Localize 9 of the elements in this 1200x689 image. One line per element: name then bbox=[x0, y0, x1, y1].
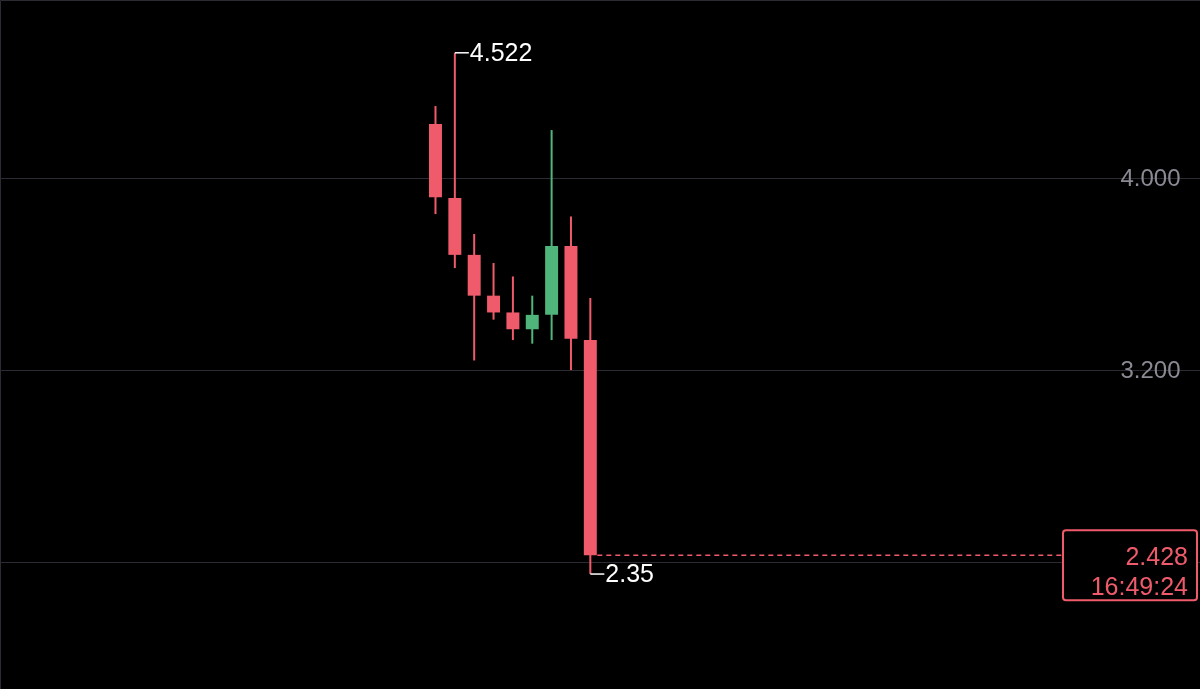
y-tick-label: 4.000 bbox=[1120, 163, 1181, 191]
candlestick bbox=[506, 275, 520, 342]
annotation: 16:49:24 bbox=[1090, 572, 1189, 601]
annotation: 2.35 bbox=[605, 559, 654, 588]
candlestick bbox=[525, 294, 539, 345]
y-tick-label: 3.200 bbox=[1120, 355, 1181, 383]
annotation: 4.522 bbox=[469, 37, 533, 66]
ref-line-label: 2.428 bbox=[1125, 542, 1188, 571]
candlestick bbox=[487, 262, 501, 321]
